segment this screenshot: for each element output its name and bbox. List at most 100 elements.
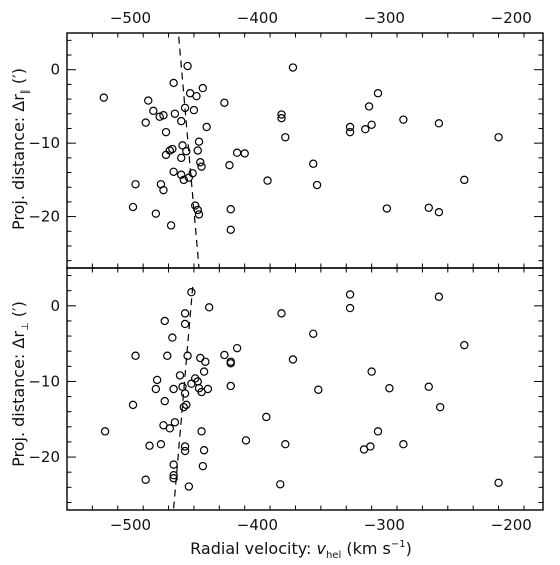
data-point	[184, 482, 194, 491]
data-point	[385, 384, 394, 393]
data-point	[345, 127, 355, 137]
data-point	[180, 389, 190, 398]
data-point	[169, 471, 178, 480]
data-point	[161, 127, 171, 137]
data-point	[155, 112, 164, 121]
data-point	[170, 109, 180, 118]
x-tick-label-bottom: −300	[364, 516, 405, 534]
data-point	[226, 359, 235, 368]
data-point	[199, 367, 209, 376]
top-panel: 0 −10 −20	[28, 32, 544, 269]
data-point	[277, 110, 286, 119]
data-point	[193, 205, 202, 215]
data-point	[366, 442, 375, 451]
y-tick-label: −10	[28, 134, 60, 152]
data-point	[364, 102, 374, 111]
data-point	[263, 176, 272, 185]
x-tick-label-top: −500	[110, 9, 151, 27]
data-point	[199, 446, 209, 455]
data-point	[194, 210, 204, 219]
data-point	[180, 309, 190, 318]
data-point	[179, 402, 188, 412]
data-point	[178, 382, 187, 391]
plot-frame	[66, 32, 544, 269]
data-point	[194, 137, 204, 146]
data-point	[434, 119, 444, 128]
data-point	[226, 381, 235, 391]
x-tick-label-bottom: −500	[110, 516, 151, 534]
data-point	[424, 203, 433, 212]
data-point	[161, 150, 171, 160]
y-axis-title-bottom: Proj. distance: Δr⊥ (′)	[9, 301, 31, 467]
x-axis-title: Radial velocity: vhel (km s−1)	[190, 539, 412, 561]
data-point	[183, 61, 192, 71]
data-point	[145, 441, 154, 450]
data-point	[180, 446, 190, 456]
y-axis-title-top: Proj. distance: Δr∥ (′)	[9, 68, 31, 230]
data-point	[201, 357, 210, 366]
data-point	[179, 175, 188, 185]
data-point	[314, 385, 323, 394]
y-tick-label: −20	[28, 208, 60, 226]
data-point	[187, 288, 196, 297]
data-point	[180, 103, 190, 113]
data-point	[309, 329, 318, 338]
data-point	[434, 207, 444, 217]
data-point	[170, 418, 180, 427]
data-point	[128, 202, 138, 212]
data-point	[166, 221, 176, 230]
data-point	[149, 106, 158, 116]
data-point	[197, 162, 206, 171]
data-point	[367, 120, 376, 129]
x-tick-label-top: −300	[364, 9, 405, 27]
data-point	[180, 442, 190, 451]
data-point	[169, 474, 178, 483]
data-point	[177, 153, 186, 163]
data-point	[240, 149, 249, 158]
data-point	[276, 480, 285, 489]
data-point	[128, 400, 138, 410]
data-point	[168, 333, 177, 342]
data-point	[159, 185, 168, 195]
data-point	[345, 303, 355, 313]
data-point	[198, 83, 208, 93]
data-point	[460, 175, 469, 185]
data-point	[460, 340, 469, 350]
data-point	[309, 159, 318, 168]
data-point	[382, 204, 392, 213]
data-point	[169, 384, 178, 394]
data-point	[180, 319, 190, 329]
data-point	[141, 475, 150, 484]
data-point	[189, 105, 199, 115]
data-point	[152, 375, 162, 385]
x-tick-label-bottom: −400	[237, 516, 278, 534]
x-tick-label-top: −400	[237, 9, 278, 27]
data-point	[226, 225, 235, 235]
data-point	[434, 292, 444, 301]
x-axis-bottom-labels: −500 −400 −300 −200	[110, 516, 532, 534]
data-point	[151, 209, 161, 218]
y-tick-label: −20	[28, 448, 60, 466]
data-point	[196, 158, 205, 167]
bottom-panel: 0 −10 −20	[28, 267, 544, 511]
data-point	[183, 351, 192, 360]
data-point	[367, 367, 376, 376]
data-point	[225, 160, 234, 170]
data-point	[175, 371, 185, 380]
data-point	[182, 400, 191, 410]
data-point	[281, 133, 290, 142]
data-point	[192, 91, 201, 101]
dashed-fit-line	[173, 286, 194, 509]
data-point	[203, 384, 213, 394]
data-point	[262, 412, 271, 422]
data-point	[196, 353, 205, 363]
data-point	[204, 303, 214, 312]
data-point	[131, 351, 140, 360]
data-point	[220, 350, 229, 360]
data-point	[435, 402, 445, 412]
data-point	[226, 205, 235, 214]
x-tick-label-top: −200	[491, 9, 532, 27]
data-point	[277, 309, 286, 318]
data-point	[288, 63, 298, 72]
y-tick-label: 0	[50, 297, 60, 315]
